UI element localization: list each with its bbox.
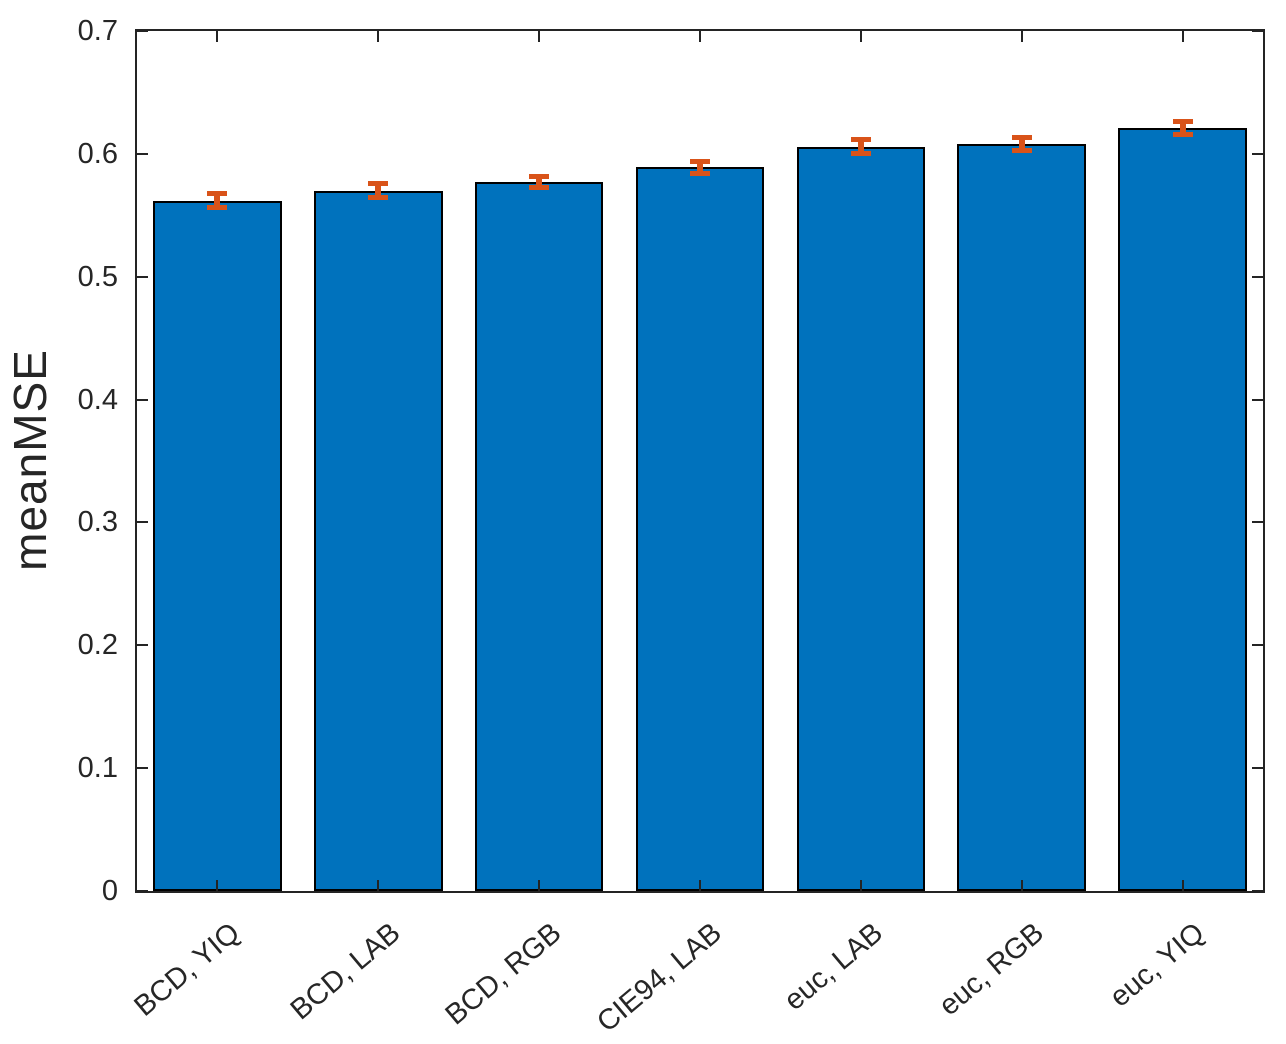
error-bar-cap-top: [207, 191, 228, 197]
error-bar-cap-top: [1172, 118, 1193, 124]
error-bar-cap-bottom: [690, 170, 710, 176]
x-tick-label: BCD, RGB: [439, 916, 568, 1032]
error-bar-cap-bottom: [529, 185, 550, 191]
y-tick-label: 0: [101, 875, 118, 907]
error-bar-cap-top: [529, 173, 550, 179]
x-tick-label: CIE94, LAB: [591, 916, 729, 1039]
x-axis-tick-bottom: [216, 880, 219, 891]
error-bar-cap-bottom: [1011, 148, 1032, 154]
x-axis-tick-top: [699, 31, 701, 42]
y-axis-tick-left: [137, 521, 148, 524]
bar-4: [635, 167, 765, 891]
x-axis-tick-top: [1020, 31, 1023, 42]
error-bar-line: [214, 193, 221, 208]
x-axis-tick-bottom: [859, 880, 862, 891]
y-tick-label: 0.2: [77, 629, 118, 662]
error-bar-line: [697, 161, 703, 174]
y-axis-tick-left: [137, 152, 148, 155]
error-bar-cap-top: [690, 159, 710, 165]
y-axis-tick-right: [1252, 521, 1263, 524]
y-axis-tick-right: [1252, 152, 1263, 155]
y-tick-label: 0.3: [77, 506, 118, 539]
error-bar-cap-top: [1011, 134, 1032, 140]
error-bar-cap-bottom: [1172, 132, 1193, 138]
error-bar-line: [375, 183, 382, 199]
y-axis-tick-right: [1252, 275, 1263, 278]
y-tick-label: 0.4: [77, 383, 118, 416]
y-axis-tick-right: [1252, 644, 1263, 647]
x-axis-tick-top: [538, 31, 541, 42]
y-axis-tick-left: [137, 767, 148, 770]
x-tick-label: euc, LAB: [778, 916, 890, 1017]
bar-5: [796, 146, 926, 891]
error-bar-line: [536, 175, 543, 189]
y-axis-tick-right: [1252, 767, 1263, 770]
x-tick-label: BCD, LAB: [284, 916, 407, 1027]
bar-7: [1118, 128, 1247, 891]
x-axis-tick-bottom: [1020, 880, 1023, 891]
bar-1: [153, 200, 282, 891]
error-bar-cap-bottom: [850, 150, 871, 156]
y-axis-tick-left: [137, 398, 148, 401]
x-axis-tick-bottom: [699, 880, 701, 891]
x-tick-label: euc, YIQ: [1104, 916, 1211, 1014]
error-bar-cap-bottom: [368, 195, 389, 201]
plot-area: [135, 29, 1265, 893]
bar-6: [957, 144, 1087, 891]
x-axis-tick-top: [216, 31, 219, 42]
y-axis-tick-right: [1252, 30, 1263, 32]
y-axis-tick-right: [1252, 398, 1263, 401]
y-tick-label: 0.6: [77, 137, 118, 170]
x-axis-tick-bottom: [538, 880, 541, 891]
y-axis-tick-left: [137, 890, 148, 892]
x-axis-tick-top: [1181, 31, 1184, 42]
y-axis-tick-left: [137, 275, 148, 278]
error-bar-cap-top: [368, 181, 389, 187]
y-tick-label: 0.5: [77, 260, 118, 293]
y-tick-label: 0.1: [77, 752, 118, 785]
x-axis-tick-top: [859, 31, 862, 42]
y-tick-label: 0.7: [77, 15, 118, 47]
bar-3: [474, 182, 604, 891]
bar-2: [313, 190, 443, 891]
x-axis-tick-bottom: [377, 880, 380, 891]
y-axis-tick-right: [1252, 890, 1263, 892]
error-bar-cap-bottom: [207, 204, 228, 210]
error-bar-line: [857, 139, 864, 154]
x-tick-label: BCD, YIQ: [128, 916, 246, 1023]
y-axis-tick-left: [137, 644, 148, 647]
error-bar-line: [1018, 136, 1025, 152]
x-axis-tick-top: [377, 31, 380, 42]
error-bar-line: [1179, 120, 1186, 136]
x-axis-tick-bottom: [1181, 880, 1184, 891]
x-tick-label: euc, RGB: [933, 916, 1050, 1023]
error-bar-cap-top: [850, 137, 871, 143]
y-axis-tick-left: [137, 30, 148, 32]
